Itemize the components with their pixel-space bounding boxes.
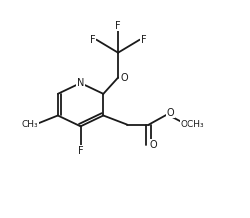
Text: F: F	[78, 146, 84, 156]
Text: O: O	[167, 108, 174, 118]
Text: OCH₃: OCH₃	[181, 120, 204, 129]
Text: CH₃: CH₃	[22, 120, 38, 129]
Text: F: F	[115, 21, 121, 31]
Text: O: O	[121, 73, 128, 83]
Text: F: F	[90, 35, 95, 45]
Text: N: N	[77, 78, 84, 88]
Text: O: O	[150, 140, 158, 150]
Text: F: F	[141, 35, 146, 45]
